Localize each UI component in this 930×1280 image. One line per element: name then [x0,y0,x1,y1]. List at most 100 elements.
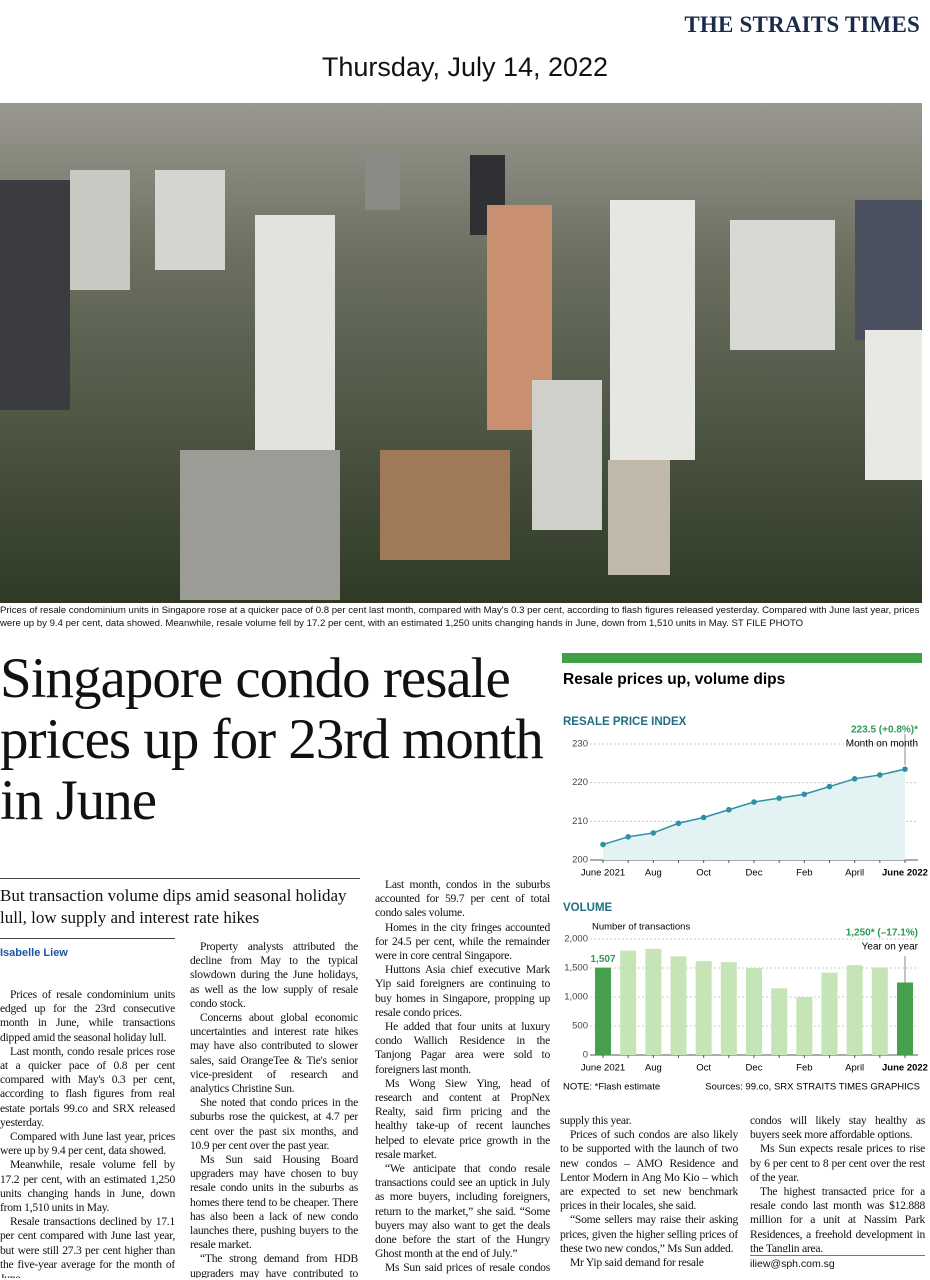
area [603,769,905,860]
y-tick-label: 200 [572,855,588,866]
article-column: supply this year. Prices of such condos a… [560,1114,738,1278]
paragraph: He added that four units at luxury condo… [375,1020,550,1076]
x-tick-label: Oct [696,868,711,879]
annotation-note: Year on year [862,942,919,953]
graphic-bar [562,653,922,663]
y-tick-label: 2,000 [564,934,588,945]
value-label: 1,507 [590,954,615,965]
paragraph: She noted that condo prices in the subur… [190,1096,358,1152]
x-tick-label: Dec [746,1063,763,1074]
paragraph: “Some sellers may raise their asking pri… [560,1213,738,1255]
paragraph: Last month, condo resale prices rose at … [0,1044,175,1129]
bar [595,967,611,1055]
x-tick-label: Feb [796,868,812,879]
x-tick-label: June 2022 [882,868,928,879]
y-tick-label: 220 [572,777,588,788]
graphic-note: NOTE: *Flash estimate [563,1082,660,1093]
x-tick-label: Aug [645,1063,662,1074]
headline: Singapore condo resale prices up for 23r… [0,647,544,832]
bar [897,982,913,1055]
point [877,772,883,778]
photo-caption: Prices of resale condominium units in Si… [0,604,925,630]
paragraph: Ms Sun said prices of resale condos in t… [375,1261,550,1278]
point [801,791,808,798]
x-tick-label: Feb [796,1063,812,1074]
y-tick-label: 1,000 [564,992,588,1003]
paragraph: Property analysts attributed the decline… [190,940,358,1010]
byline: Isabelle Liew [0,938,175,959]
value-label: 223.5 (+0.8%)* [851,725,918,736]
chart-title: VOLUME [563,902,613,914]
paragraph: Huttons Asia chief executive Mark Yip sa… [375,963,550,1019]
point [726,806,732,813]
masthead: THE STRAITS TIMES [684,12,920,37]
value-label: 1,250* (–17.1%) [846,928,918,939]
x-tick-label: April [845,1063,864,1074]
email: iliew@sph.com.sg [750,1255,925,1270]
annotation-note: Month on month [846,739,918,750]
point [625,834,631,840]
bar [871,967,888,1055]
bar [720,962,737,1055]
y-axis-label: Number of transactions [592,922,690,933]
paragraph: Meanwhile, resale volume fell by 17.2 pe… [0,1158,175,1215]
chart-title: RESALE PRICE INDEX [563,716,687,728]
x-tick-label: Dec [746,868,763,879]
article-column: Prices of resale condominium units edged… [0,988,175,1278]
bar [670,956,687,1055]
paragraph: Homes in the city fringes accounted for … [375,920,550,963]
point [600,841,606,848]
article-column: Last month, condos in the suburbs accoun… [375,878,550,1278]
graphic-title: Resale prices up, volume dips [563,671,785,688]
y-tick-label: 210 [572,816,588,827]
paragraph: “The strong demand from HDB upgraders ma… [190,1252,358,1278]
paragraph: Mr Yip said demand for resale [570,1256,704,1270]
paragraph: Last month, condos in the suburbs accoun… [375,878,550,920]
x-tick-label: Aug [645,868,662,879]
bar [821,972,838,1055]
paragraph: Prices of resale condominium units edged… [0,988,175,1044]
paragraph: Compared with June last year, prices wer… [0,1130,175,1158]
y-tick-label: 500 [572,1021,588,1032]
x-tick-label: Oct [696,1063,711,1074]
point [700,814,707,821]
photo [0,103,922,603]
article-column: condos will likely stay healthy as buyer… [750,1114,925,1252]
bar [620,950,637,1055]
y-tick-label: 230 [572,739,588,750]
bar [846,965,863,1055]
paragraph: “We anticipate that condo resale transac… [375,1162,550,1261]
photo-credit: ST FILE PHOTO [731,618,804,629]
x-tick-label: June 2021 [581,868,625,879]
point [650,830,657,836]
y-tick-label: 1,500 [564,963,588,974]
point [675,820,682,827]
x-tick-label: June 2022 [882,1063,928,1074]
y-tick-label: 0 [583,1050,588,1061]
bar [695,961,712,1055]
bar [771,988,788,1055]
paragraph: condos will likely stay healthy as buyer… [750,1114,925,1142]
bar [645,948,662,1055]
point [826,783,833,790]
paragraph: Ms Sun expects resale prices to rise by … [750,1142,925,1184]
paragraph: The highest transacted price for a resal… [750,1185,925,1252]
point [776,795,782,801]
paragraph: supply this year. [560,1114,632,1127]
caption-text: Prices of resale condominium units in Si… [0,605,920,629]
x-tick-label: April [845,868,864,879]
paragraph: Resale transactions declined by 17.1 per… [0,1215,175,1278]
x-tick-label: June 2021 [581,1063,625,1074]
standfirst: But transaction volume dips amid seasona… [0,878,360,929]
paragraph: Prices of such condos are also likely to… [560,1128,738,1213]
point [902,766,908,772]
article-column: Property analysts attributed the decline… [190,940,358,1278]
graphic-source: Sources: 99.co, SRX STRAITS TIMES GRAPHI… [705,1082,920,1093]
paragraph: Concerns about global economic uncertain… [190,1011,358,1096]
paragraph: Ms Wong Siew Ying, head of research and … [375,1076,550,1161]
point [751,799,757,805]
bar [746,968,762,1055]
date: Thursday, July 14, 2022 [321,52,609,82]
